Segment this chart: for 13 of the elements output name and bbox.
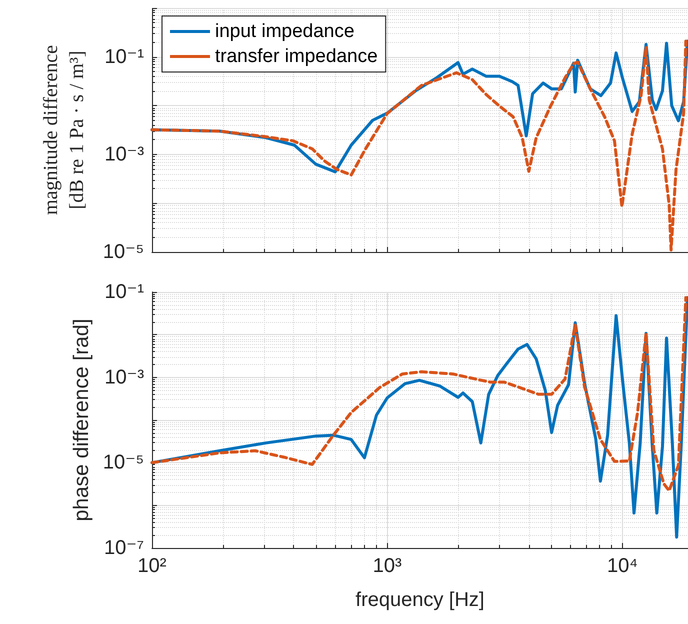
x-tick-label: 10⁴: [607, 555, 638, 577]
x-axis-title: frequency [Hz]: [356, 589, 484, 611]
y-tick-label: 10⁻¹: [104, 46, 144, 68]
x-tick-label: 10³: [372, 555, 402, 577]
legend-label: transfer impedance: [215, 46, 378, 67]
legend-label: input impedance: [215, 21, 354, 42]
y-tick-label: 10⁻¹: [104, 281, 144, 303]
y-axis-title: magnitude difference [dB re 1 Pa · s / m³]: [40, 44, 88, 216]
y-tick-label: 10⁻⁵: [102, 452, 144, 474]
y-tick-label: 10⁻³: [104, 366, 144, 388]
y-tick-label: 10⁻⁵: [102, 241, 144, 263]
y-axis-title: phase difference [rad]: [70, 318, 94, 522]
y-tick-label: 10⁻³: [104, 143, 144, 166]
